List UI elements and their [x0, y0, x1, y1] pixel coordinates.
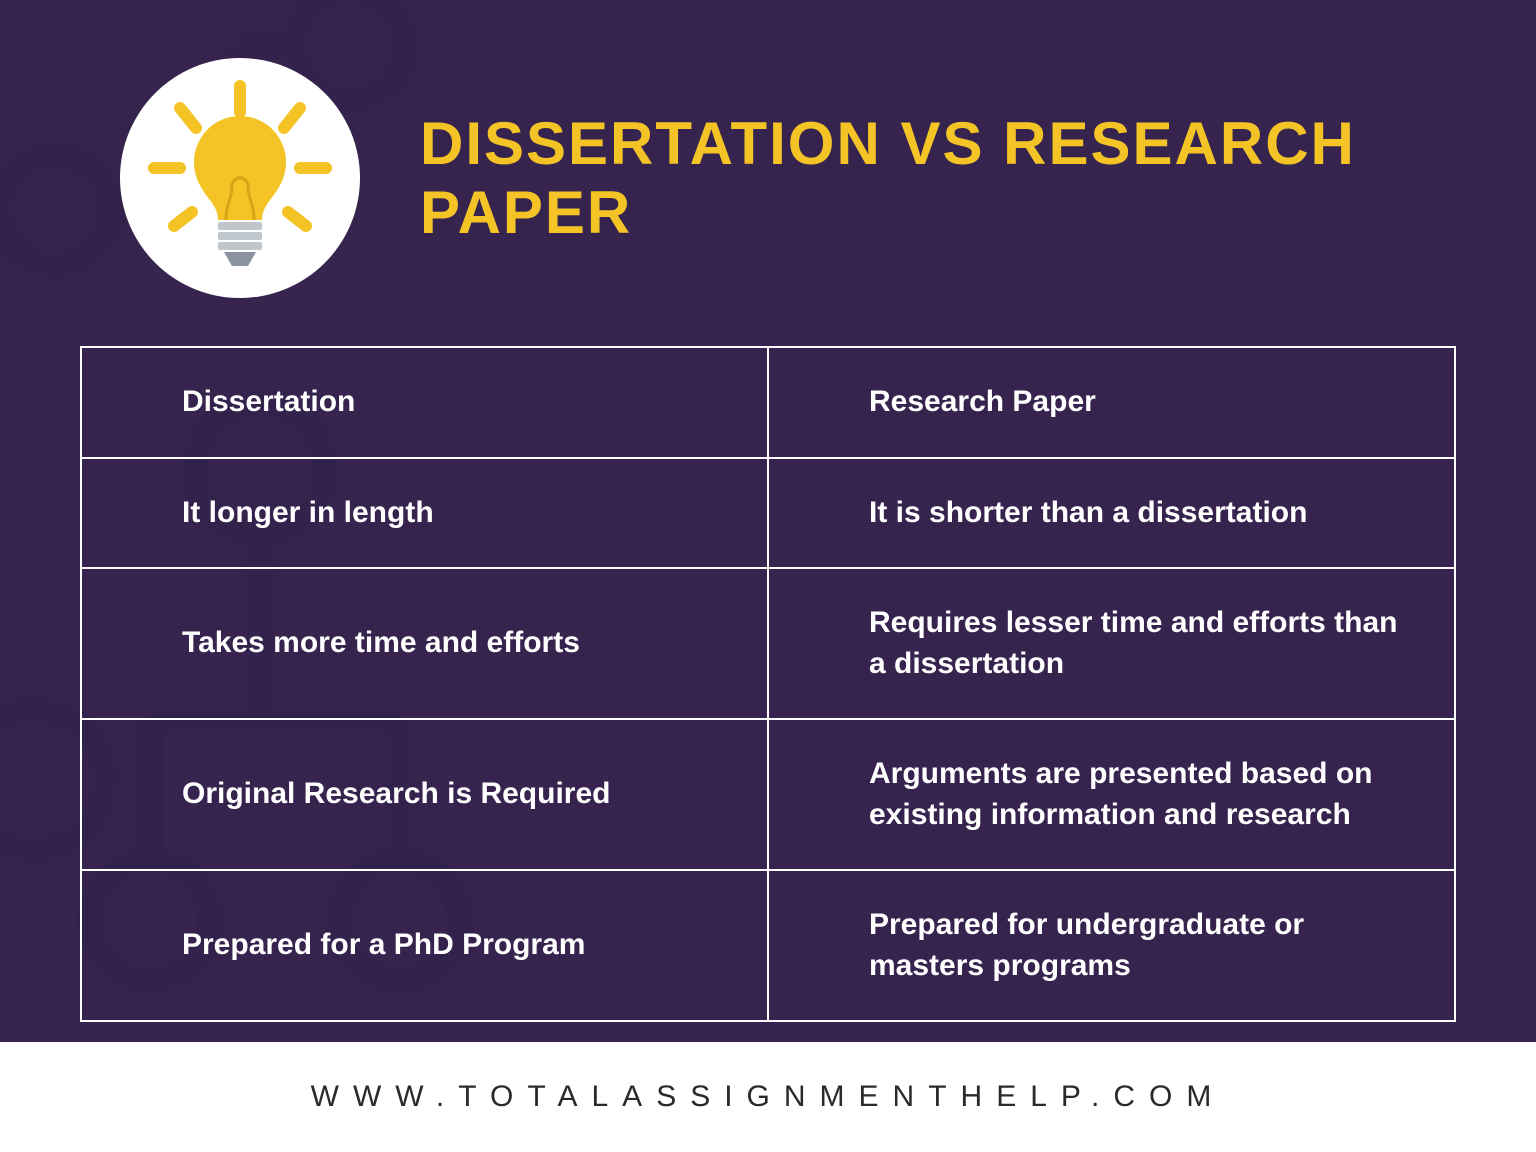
table-row: Takes more time and efforts Requires les…: [82, 569, 1454, 720]
page-title: Dissertation vs Research Paper: [420, 109, 1456, 247]
infographic-main: Dissertation vs Research Paper Dissertat…: [0, 0, 1536, 1042]
lightbulb-badge: [120, 58, 360, 298]
cell-right: Prepared for undergraduate or masters pr…: [769, 871, 1454, 1020]
table-row: It longer in length It is shorter than a…: [82, 459, 1454, 570]
footer-url: www.totalassignmenthelp.com: [311, 1080, 1226, 1114]
table-row: Original Research is Required Arguments …: [82, 720, 1454, 871]
cell-left: Prepared for a PhD Program: [82, 871, 769, 1020]
lightbulb-icon: [140, 78, 340, 278]
comparison-table: Dissertation Research Paper It longer in…: [80, 346, 1456, 1022]
column-header-left: Dissertation: [82, 348, 769, 457]
cell-left: It longer in length: [82, 459, 769, 568]
header: Dissertation vs Research Paper: [80, 58, 1456, 298]
cell-left: Takes more time and efforts: [82, 569, 769, 718]
cell-right: Requires lesser time and efforts than a …: [769, 569, 1454, 718]
content-wrapper: Dissertation vs Research Paper Dissertat…: [0, 0, 1536, 1042]
table-header-row: Dissertation Research Paper: [82, 348, 1454, 459]
cell-left: Original Research is Required: [82, 720, 769, 869]
cell-right: Arguments are presented based on existin…: [769, 720, 1454, 869]
column-header-right: Research Paper: [769, 348, 1454, 457]
cell-right: It is shorter than a dissertation: [769, 459, 1454, 568]
table-row: Prepared for a PhD Program Prepared for …: [82, 871, 1454, 1020]
footer: www.totalassignmenthelp.com: [0, 1042, 1536, 1152]
